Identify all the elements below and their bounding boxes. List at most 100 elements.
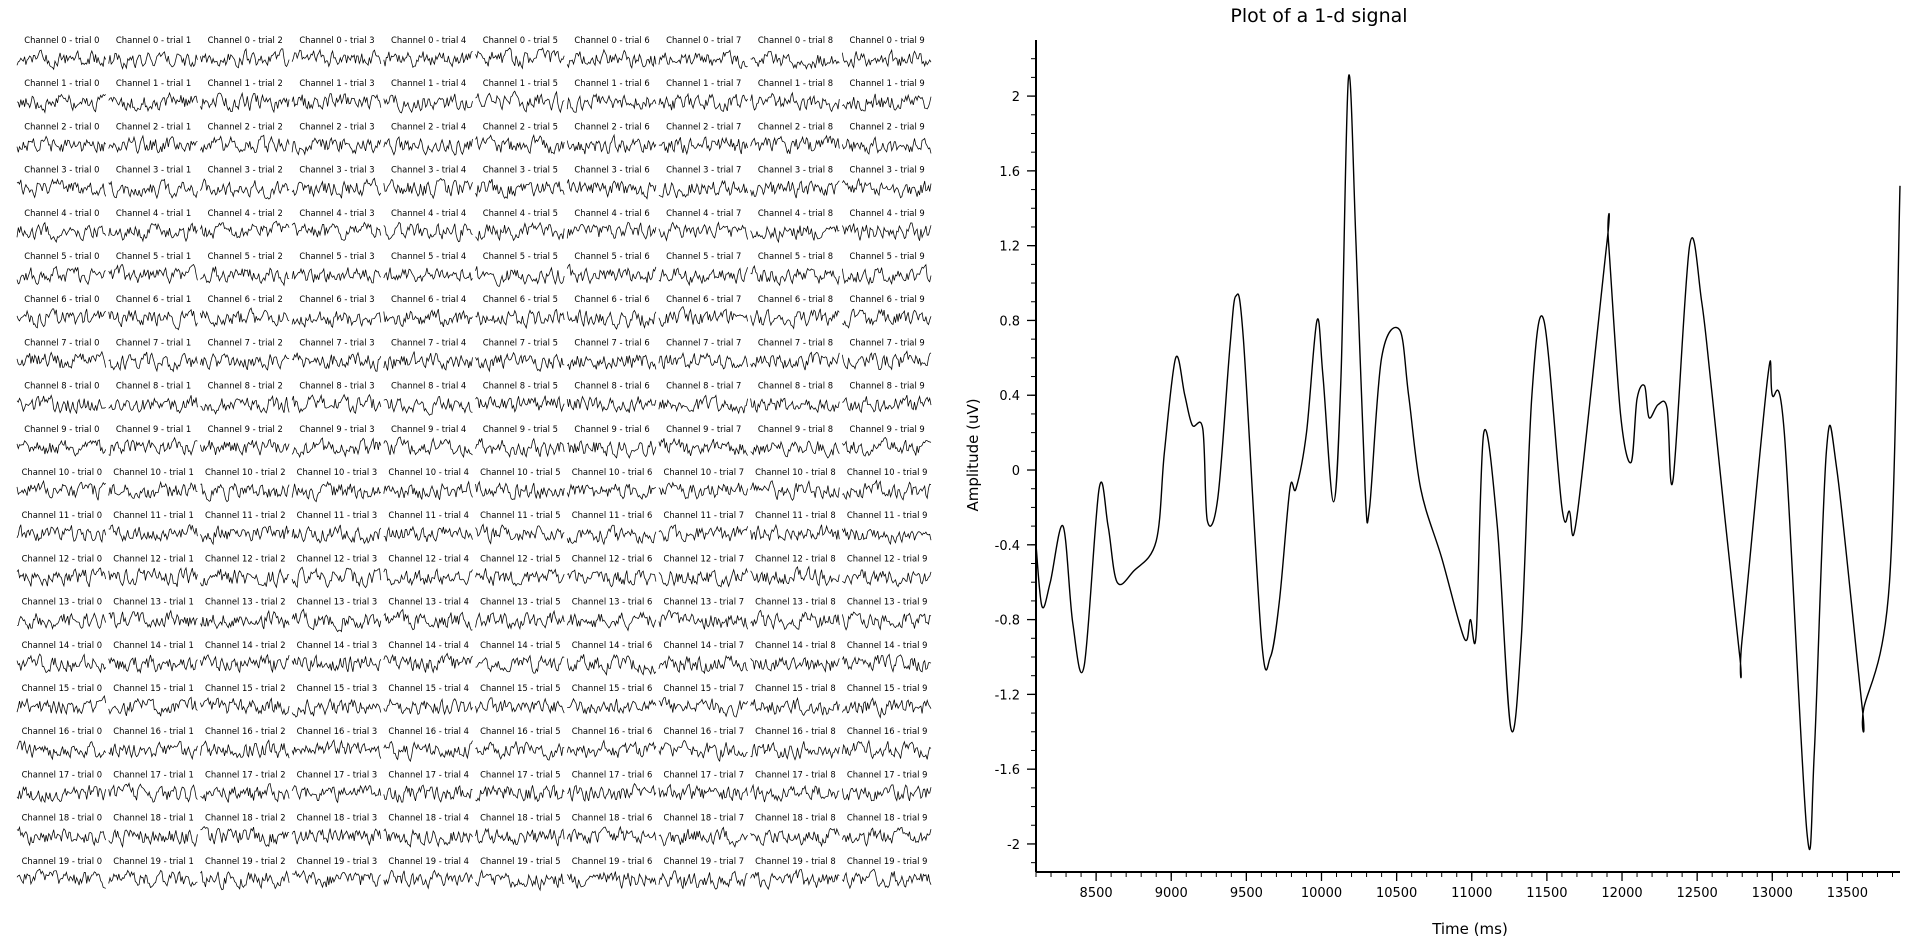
x-tick-label: 8500: [1080, 886, 1113, 901]
trial-label: Channel 14 - trial 3: [297, 640, 378, 650]
trial-cell: Channel 4 - trial 5: [475, 208, 565, 242]
trial-trace: [108, 828, 198, 849]
trial-label: Channel 19 - trial 2: [205, 856, 286, 866]
trial-trace: [658, 609, 748, 630]
trial-cell: Channel 19 - trial 9: [842, 856, 932, 890]
trial-cell: Channel 2 - trial 3: [291, 121, 382, 156]
trial-trace: [383, 828, 473, 848]
trial-trace: [200, 609, 290, 630]
trial-label: Channel 0 - trial 6: [574, 35, 649, 45]
trial-trace: [108, 134, 198, 155]
trial-label: Channel 5 - trial 4: [391, 251, 466, 261]
trial-cell: Channel 18 - trial 8: [750, 813, 840, 848]
trial-trace: [750, 827, 840, 848]
trial-cell: Channel 15 - trial 0: [16, 683, 107, 716]
trial-label: Channel 3 - trial 1: [116, 165, 191, 175]
trial-label: Channel 11 - trial 6: [572, 510, 653, 520]
trial-label: Channel 14 - trial 2: [205, 640, 286, 650]
trial-cell: Channel 5 - trial 1: [108, 251, 198, 285]
trial-trace: [16, 567, 107, 588]
trial-trace: [383, 480, 473, 500]
trial-label: Channel 13 - trial 2: [205, 597, 286, 607]
trial-trace: [291, 784, 382, 804]
trial-label: Channel 17 - trial 1: [113, 769, 194, 779]
trial-cell: Channel 19 - trial 3: [292, 856, 382, 889]
trial-label: Channel 3 - trial 6: [574, 165, 649, 175]
trial-trace: [566, 93, 657, 113]
trial-trace: [475, 741, 565, 761]
trial-cell: Channel 19 - trial 8: [750, 856, 840, 891]
trial-label: Channel 14 - trial 8: [755, 640, 836, 650]
trial-cell: Channel 17 - trial 3: [291, 769, 382, 804]
trial-trace: [200, 91, 290, 114]
trial-cell: Channel 6 - trial 5: [475, 294, 565, 330]
trial-cell: Channel 9 - trial 9: [841, 424, 932, 457]
trial-cell: Channel 4 - trial 4: [383, 208, 473, 243]
trial-trace: [841, 263, 932, 286]
trial-trace: [658, 394, 748, 415]
trial-trace: [566, 133, 657, 155]
trial-label: Channel 17 - trial 8: [755, 769, 836, 779]
trial-label: Channel 6 - trial 3: [299, 294, 374, 304]
trial-label: Channel 9 - trial 1: [116, 424, 191, 434]
trial-label: Channel 9 - trial 2: [208, 424, 283, 434]
trial-cell: Channel 8 - trial 9: [842, 381, 932, 414]
trial-label: Channel 8 - trial 5: [483, 381, 558, 391]
trial-trace: [108, 436, 198, 456]
trial-label: Channel 8 - trial 2: [208, 381, 283, 391]
trial-trace: [658, 481, 748, 500]
trial-cell: Channel 18 - trial 6: [566, 813, 657, 845]
trial-cell: Channel 13 - trial 1: [108, 597, 198, 629]
trial-trace: [566, 569, 657, 588]
trial-label: Channel 2 - trial 3: [299, 121, 374, 131]
trial-trace: [566, 825, 657, 845]
trial-trace: [291, 828, 382, 846]
trial-label: Channel 11 - trial 5: [480, 510, 561, 520]
trial-trace: [841, 697, 932, 719]
trial-label: Channel 1 - trial 3: [299, 78, 374, 88]
trial-trace: [658, 697, 748, 718]
trial-label: Channel 7 - trial 6: [574, 337, 649, 347]
trial-label: Channel 5 - trial 8: [758, 251, 833, 261]
trial-label: Channel 0 - trial 7: [666, 35, 741, 45]
trial-label: Channel 8 - trial 8: [758, 381, 833, 391]
trial-label: Channel 8 - trial 4: [391, 381, 466, 391]
trial-label: Channel 19 - trial 0: [22, 856, 103, 866]
trial-trace: [108, 351, 198, 373]
trial-label: Channel 16 - trial 5: [480, 726, 561, 736]
trial-label: Channel 2 - trial 1: [116, 121, 191, 131]
trial-trace: [750, 565, 840, 587]
trial-label: Channel 8 - trial 7: [666, 381, 741, 391]
trial-trace: [383, 740, 473, 763]
trial-label: Channel 18 - trial 6: [572, 813, 653, 823]
trial-label: Channel 17 - trial 7: [663, 769, 744, 779]
trial-cell: Channel 1 - trial 0: [16, 78, 106, 114]
trial-trace: [750, 50, 840, 70]
trial-cell: Channel 17 - trial 4: [383, 769, 473, 803]
trial-trace: [475, 437, 565, 458]
trial-cell: Channel 12 - trial 2: [200, 553, 290, 589]
trial-cell: Channel 11 - trial 2: [200, 510, 290, 546]
trial-cell: Channel 18 - trial 5: [475, 813, 565, 847]
trial-label: Channel 16 - trial 4: [388, 726, 469, 736]
trial-trace: [750, 656, 840, 673]
trial-grid-panel: Channel 0 - trial 0 Channel 0 - trial 1 Ch…: [16, 35, 932, 892]
trial-cell: Channel 7 - trial 0: [16, 337, 107, 369]
trial-label: Channel 9 - trial 6: [574, 424, 649, 434]
trial-label: Channel 4 - trial 9: [850, 208, 925, 218]
trial-trace: [566, 395, 657, 413]
trial-label: Channel 0 - trial 3: [299, 35, 374, 45]
trial-cell: Channel 15 - trial 2: [200, 683, 290, 716]
trial-trace: [383, 136, 473, 156]
trial-label: Channel 15 - trial 9: [847, 683, 928, 693]
trial-trace: [566, 654, 657, 676]
trial-trace: [475, 523, 565, 545]
trial-trace: [750, 180, 840, 199]
trial-label: Channel 18 - trial 0: [22, 813, 103, 823]
trial-cell: Channel 19 - trial 5: [475, 856, 565, 892]
trial-trace: [750, 308, 840, 330]
y-tick-label: 0.4: [999, 389, 1020, 404]
trial-trace: [566, 179, 657, 200]
trial-label: Channel 2 - trial 4: [391, 121, 466, 131]
